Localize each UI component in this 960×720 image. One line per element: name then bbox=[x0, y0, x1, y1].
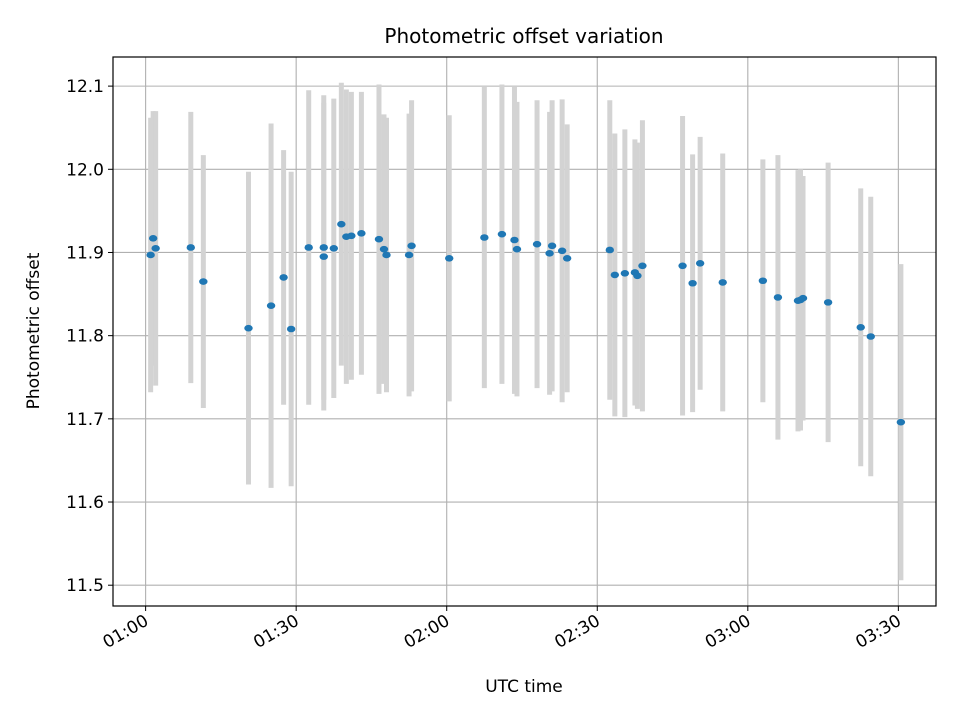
x-axis: 01:00 01:30 02:00 02:30 03:00 03:30 bbox=[100, 606, 905, 653]
data-point bbox=[695, 259, 705, 267]
plot-frame bbox=[112, 56, 937, 607]
data-point bbox=[633, 272, 642, 280]
data-point bbox=[896, 418, 906, 426]
y-tick-label: 12.0 bbox=[66, 160, 104, 180]
data-point bbox=[773, 294, 783, 301]
y-tick-label: 11.6 bbox=[66, 493, 104, 513]
data-point bbox=[545, 250, 554, 257]
data-point bbox=[678, 262, 687, 270]
y-tick-label: 11.7 bbox=[66, 410, 104, 430]
data-point bbox=[688, 279, 697, 287]
data-point bbox=[856, 324, 865, 331]
x-tick-label: 02:00 bbox=[401, 611, 453, 653]
data-point bbox=[823, 299, 833, 306]
data-point bbox=[199, 278, 208, 285]
x-tick-label: 02:30 bbox=[551, 611, 603, 653]
data-point bbox=[532, 240, 542, 248]
data-point bbox=[497, 230, 507, 238]
data-point bbox=[186, 244, 195, 251]
y-tick-label: 11.9 bbox=[66, 243, 104, 263]
data-point bbox=[557, 247, 567, 255]
data-point bbox=[304, 244, 313, 251]
data-point bbox=[319, 244, 328, 251]
y-tick-label: 12.1 bbox=[66, 77, 104, 97]
grid-layer bbox=[113, 57, 936, 606]
data-point bbox=[374, 235, 384, 243]
data-point bbox=[512, 245, 522, 253]
x-axis-label: UTC time bbox=[485, 677, 563, 697]
x-tick-label: 03:00 bbox=[702, 611, 754, 653]
data-point bbox=[146, 251, 155, 259]
data-point bbox=[610, 271, 620, 279]
data-point bbox=[547, 242, 557, 250]
data-point bbox=[510, 236, 519, 244]
data-point bbox=[445, 254, 454, 262]
data-point bbox=[404, 251, 414, 259]
y-axis: 11.5 11.6 11.7 11.8 11.9 12.0 12.1 bbox=[66, 77, 113, 596]
data-point bbox=[620, 269, 630, 277]
point-layer bbox=[146, 220, 906, 426]
data-point bbox=[866, 333, 875, 340]
data-point bbox=[329, 245, 339, 252]
data-point bbox=[319, 253, 328, 260]
data-point bbox=[357, 230, 366, 237]
data-point bbox=[266, 302, 276, 310]
data-point bbox=[382, 251, 391, 259]
data-point bbox=[279, 274, 288, 281]
chart-title: Photometric offset variation bbox=[384, 24, 663, 48]
data-point bbox=[480, 234, 489, 241]
data-point bbox=[407, 242, 416, 250]
data-point bbox=[758, 277, 768, 285]
data-point bbox=[718, 279, 727, 286]
errorbar-layer bbox=[148, 82, 904, 581]
x-tick-label: 03:30 bbox=[852, 611, 904, 653]
data-point bbox=[379, 245, 389, 253]
data-point bbox=[562, 254, 572, 262]
x-tick-label: 01:00 bbox=[100, 611, 152, 653]
data-point bbox=[798, 294, 808, 302]
data-point bbox=[337, 220, 346, 228]
data-point bbox=[286, 325, 296, 333]
data-point bbox=[244, 324, 253, 332]
y-tick-label: 11.8 bbox=[66, 327, 104, 347]
x-tick-label: 01:30 bbox=[250, 611, 302, 653]
data-point bbox=[151, 245, 160, 252]
data-point bbox=[638, 262, 647, 270]
y-axis-label: Photometric offset bbox=[24, 252, 44, 409]
data-point bbox=[347, 232, 356, 240]
data-point bbox=[605, 246, 615, 254]
data-point bbox=[148, 235, 158, 242]
y-tick-label: 11.5 bbox=[66, 576, 104, 596]
